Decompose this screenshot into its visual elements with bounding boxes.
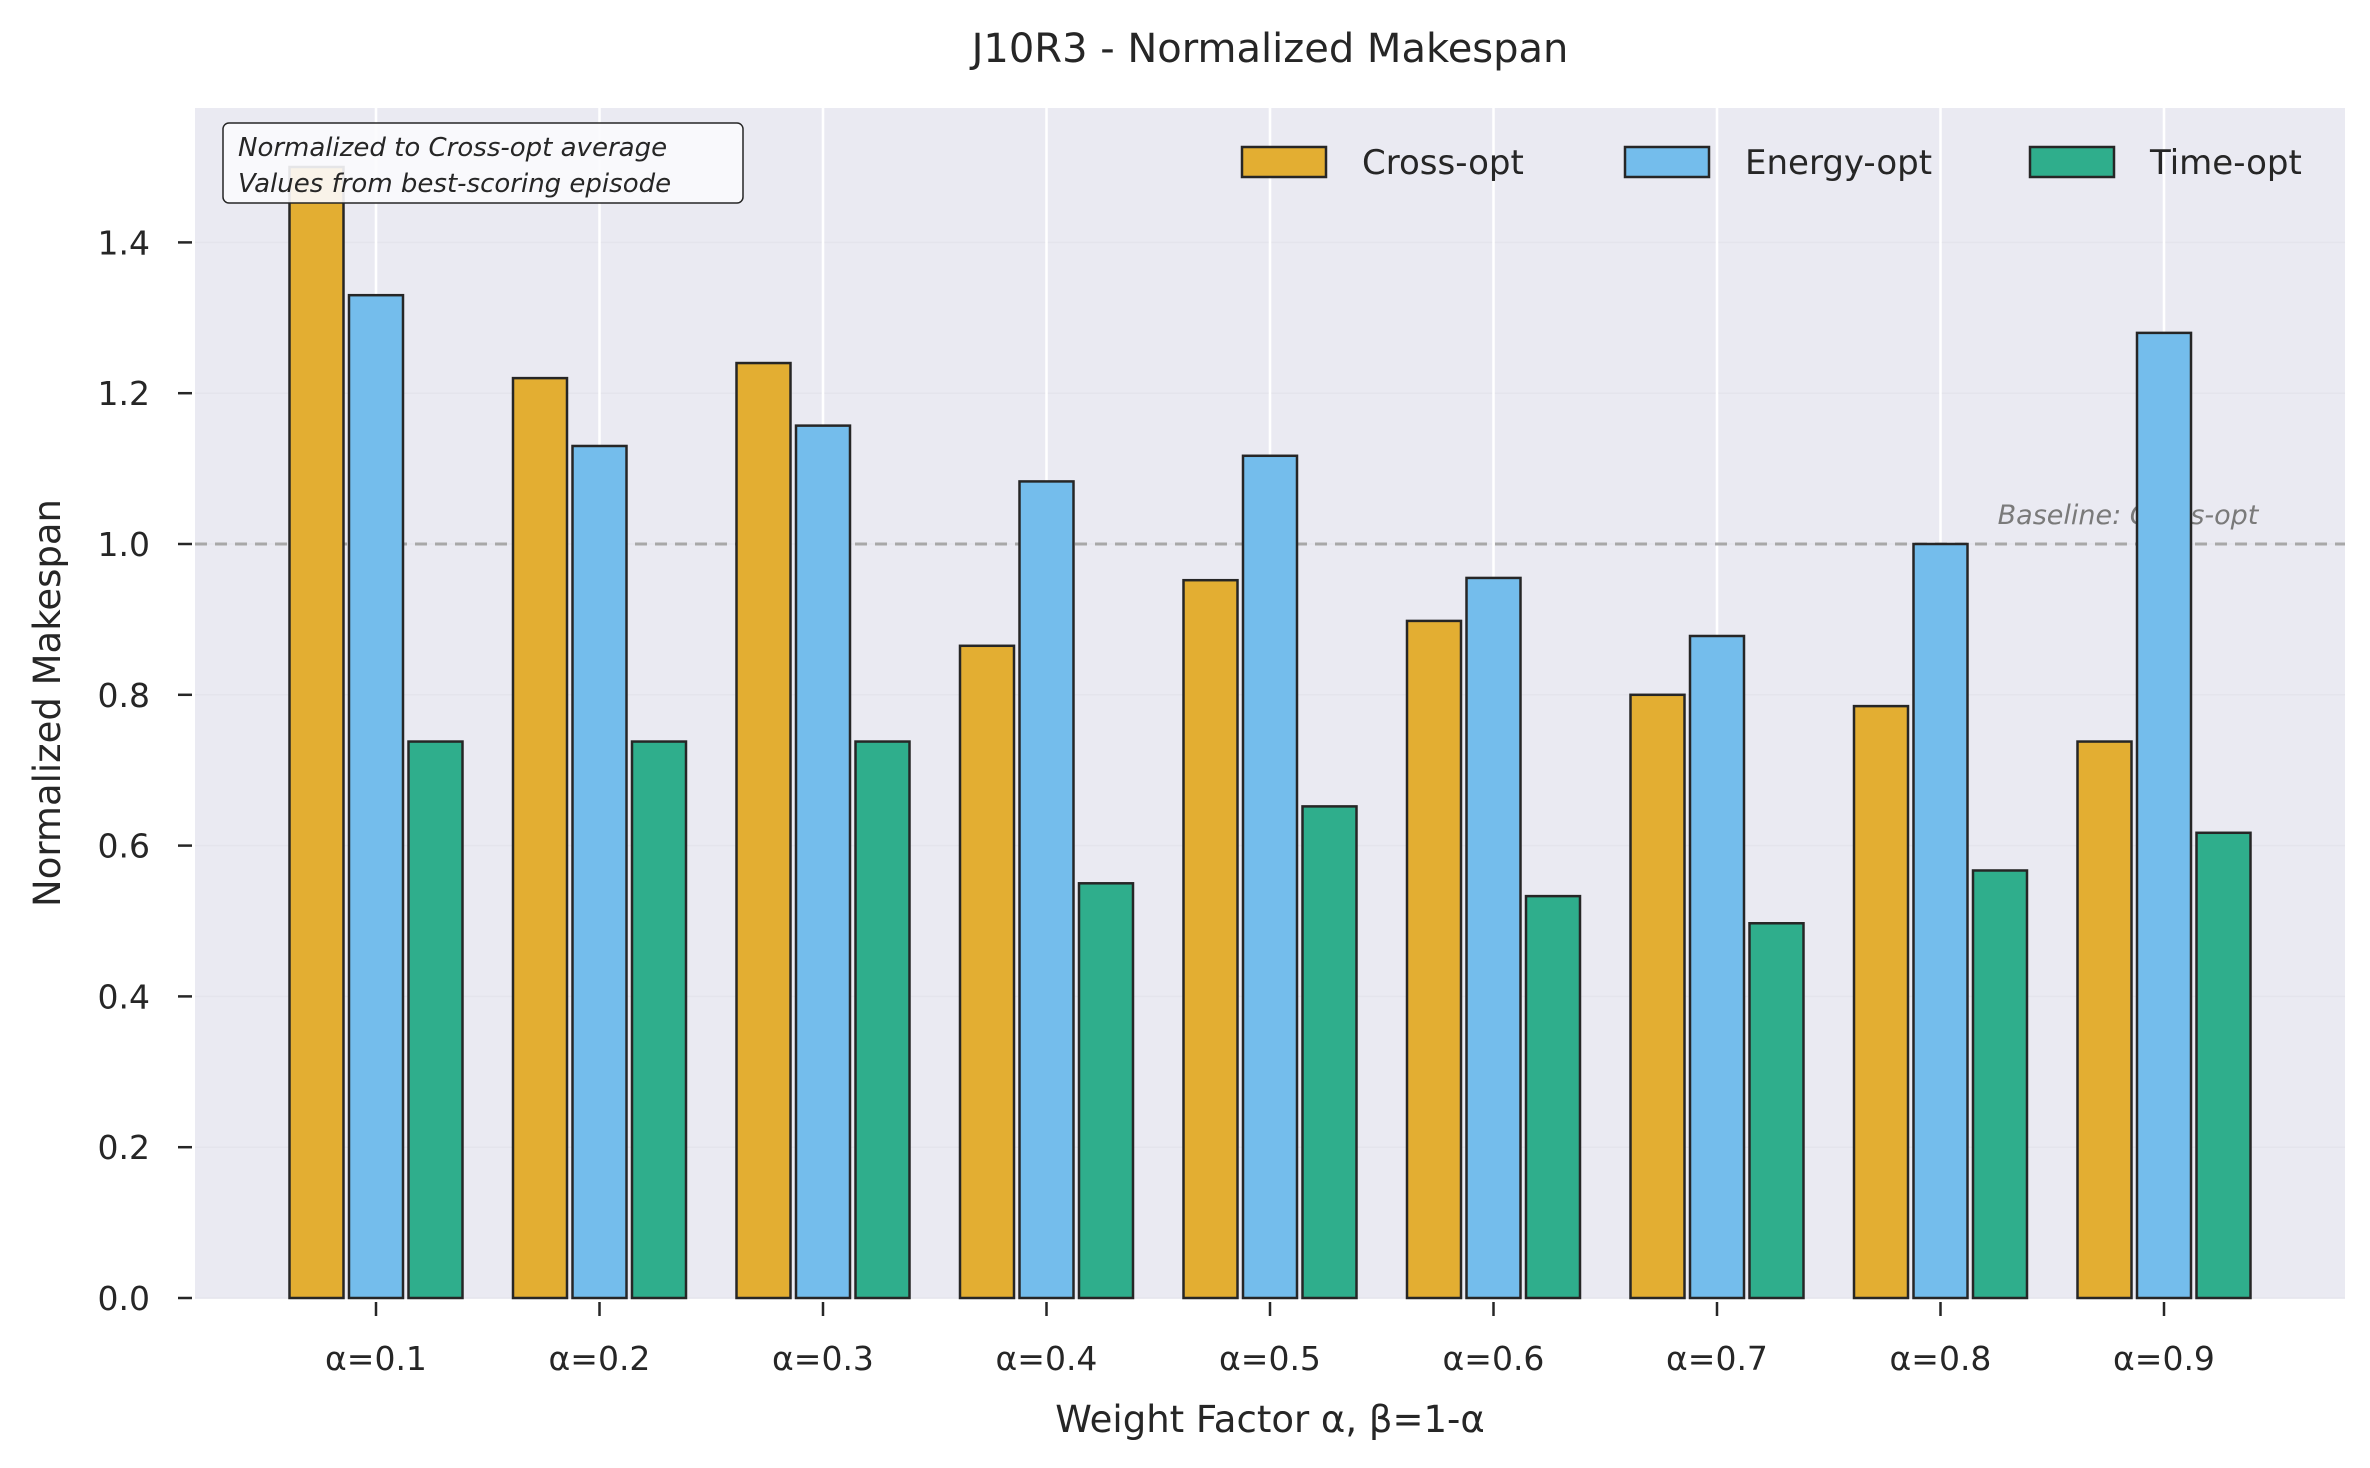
bar-time-opt (1748, 922, 1805, 1300)
bar-energy-opt (794, 424, 852, 1300)
x-tick-label: α=0.6 (1443, 1339, 1545, 1378)
y-tick-label: 0.2 (98, 1128, 150, 1167)
bar-time-opt (1077, 882, 1135, 1300)
bar-cross-opt (2076, 740, 2133, 1300)
bar-time-opt (1301, 805, 1358, 1300)
legend-label: Energy-opt (1745, 143, 1932, 183)
y-tick-label: 0.6 (98, 827, 150, 866)
legend-swatch (1240, 145, 1328, 179)
y-tick-label: 1.0 (98, 525, 150, 564)
y-tick-label: 0.4 (98, 977, 150, 1016)
x-tick-label: α=0.4 (996, 1339, 1098, 1378)
legend-label: Cross-opt (1362, 143, 1524, 183)
bar-time-opt (630, 740, 688, 1300)
y-axis-label: Normalized Makespan (26, 499, 69, 907)
bar-cross-opt (511, 376, 569, 1300)
bar-energy-opt (1465, 576, 1522, 1300)
bar-energy-opt (571, 444, 628, 1300)
bars (288, 165, 2252, 1300)
x-tick-label: α=0.1 (325, 1339, 427, 1378)
y-tick-label: 1.4 (98, 223, 150, 262)
bar-cross-opt (1182, 578, 1239, 1300)
x-tick-label: α=0.5 (1219, 1339, 1321, 1378)
bar-energy-opt (1018, 480, 1075, 1300)
bar-energy-opt (1688, 634, 1746, 1300)
x-tick-label: α=0.8 (1890, 1339, 1992, 1378)
annotation-line-2: Values from best-scoring episode (238, 169, 671, 199)
bar-time-opt (2195, 831, 2252, 1300)
annotation-box: Normalized to Cross-opt average Values f… (222, 122, 744, 204)
bar-energy-opt (347, 293, 405, 1300)
legend-swatch (1623, 145, 1711, 179)
chart-title: J10R3 - Normalized Makespan (969, 26, 1569, 72)
bar-time-opt (1971, 869, 2029, 1300)
bar-time-opt (854, 740, 911, 1300)
bar-energy-opt (1912, 542, 1969, 1300)
bar-cross-opt (1852, 704, 1910, 1300)
legend-swatch (2028, 145, 2116, 179)
x-tick-label: α=0.2 (549, 1339, 651, 1378)
bar-cross-opt (958, 644, 1016, 1300)
baseline-label: Baseline: Cross-opt (1998, 500, 2260, 531)
bar-time-opt (407, 740, 464, 1300)
bar-energy-opt (1241, 454, 1299, 1300)
x-axis-label: Weight Factor α, β=1-α (1055, 1398, 1485, 1441)
bar-time-opt (1524, 894, 1582, 1300)
bar-cross-opt (735, 361, 792, 1300)
x-tick-label: α=0.3 (772, 1339, 874, 1378)
bar-energy-opt (2135, 331, 2193, 1300)
legend-label: Time-opt (2149, 143, 2302, 183)
annotation-line-1: Normalized to Cross-opt average (238, 133, 667, 163)
bar-cross-opt (1405, 619, 1463, 1300)
bar-cross-opt (288, 165, 345, 1300)
y-tick-label: 0.0 (98, 1279, 150, 1318)
x-tick-label: α=0.7 (1666, 1339, 1768, 1378)
axes: 0.0 0.2 0.4 0.6 0.8 1.0 1.2 1.4 α=0.1 α=0.2 α=0.3 α… (98, 223, 2215, 1378)
legend: Cross-opt Energy-opt Time-opt (1240, 143, 2302, 183)
x-tick-label: α=0.9 (2113, 1339, 2215, 1378)
y-tick-label: 0.8 (98, 676, 150, 715)
y-tick-label: 1.2 (98, 374, 150, 413)
annotation-frame (222, 122, 744, 204)
bar-cross-opt (1629, 693, 1686, 1300)
